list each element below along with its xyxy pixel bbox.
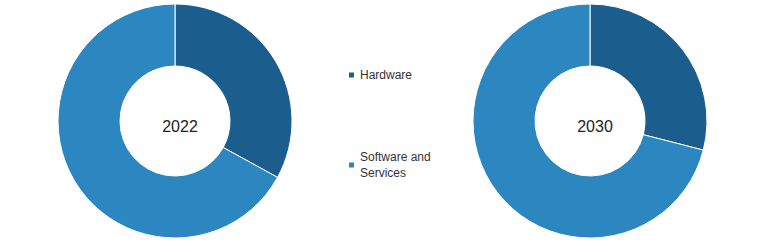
svg-text:2022: 2022 [162, 118, 198, 135]
svg-text:Services: Services [360, 166, 406, 180]
svg-text:2030: 2030 [577, 118, 613, 135]
svg-text:Software and: Software and [360, 150, 434, 164]
svg-text:Hardware: Hardware [360, 68, 412, 82]
